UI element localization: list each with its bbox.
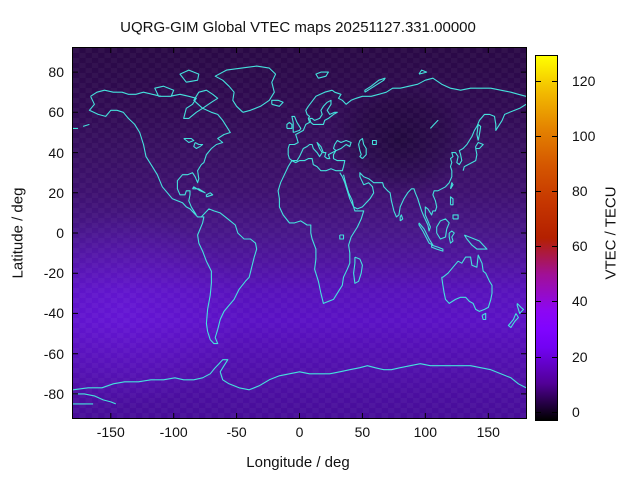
colorbar-tick-mark — [552, 411, 557, 413]
colorbar-tick-mark — [536, 191, 541, 193]
y-tick-label: 60 — [48, 104, 64, 121]
colorbar-tick-mark — [536, 246, 541, 248]
colorbar-tick-label: 60 — [572, 238, 588, 255]
colorbar-tick-label: 80 — [572, 183, 588, 200]
x-tick-label: -100 — [159, 424, 188, 440]
grid-cell-texture — [73, 48, 526, 418]
colorbar-tick-label: 20 — [572, 348, 588, 365]
y-tick-label: 40 — [48, 144, 64, 161]
coastline-path — [73, 65, 526, 405]
colorbar-label: VTEC / TECU — [602, 186, 620, 280]
colorbar-tick-mark — [536, 80, 541, 82]
colorbar-tick-mark — [552, 191, 557, 193]
colorbar-tick-mark — [552, 301, 557, 303]
colorbar-tick-mark — [552, 356, 557, 358]
y-tick-label: -80 — [43, 385, 64, 402]
colorbar-tick-label: 40 — [572, 293, 588, 310]
colorbar-tick-label: 0 — [572, 403, 580, 420]
x-tick-label: 50 — [354, 424, 371, 440]
y-tick-label: 20 — [48, 184, 64, 201]
x-tick-label: 100 — [413, 424, 438, 440]
y-tick-label: -20 — [43, 265, 64, 282]
x-axis-label: Longitude / deg — [246, 454, 350, 471]
colorbar-tick-mark — [536, 301, 541, 303]
colorbar-tick-label: 100 — [572, 127, 596, 144]
colorbar — [535, 55, 558, 421]
colorbar-tick-mark — [536, 136, 541, 137]
plot-title: UQRG-GIM Global VTEC maps 20251127.331.0… — [120, 19, 476, 36]
colorbar-tick-mark — [552, 136, 557, 137]
colorbar-tick-label: 120 — [572, 72, 596, 89]
y-tick-label: 0 — [56, 225, 64, 241]
colorbar-tick-mark — [536, 356, 541, 358]
colorbar-tick-mark — [536, 411, 541, 413]
y-tick-label: 80 — [48, 64, 64, 81]
y-axis-label: Latitude / deg — [9, 187, 27, 279]
y-tick-label: -40 — [43, 305, 64, 322]
colorbar-tick-mark — [552, 80, 557, 82]
y-tick-label: -60 — [43, 345, 64, 362]
colorbar-tick-mark — [552, 246, 557, 248]
x-tick-label: -150 — [96, 424, 125, 440]
x-tick-label: 150 — [476, 424, 500, 440]
axis-tick-marks — [73, 48, 526, 418]
map-plot-area — [72, 47, 527, 419]
vtec-heatmap — [73, 48, 526, 418]
x-tick-label: -50 — [226, 424, 247, 440]
x-tick-label: 0 — [295, 424, 304, 440]
